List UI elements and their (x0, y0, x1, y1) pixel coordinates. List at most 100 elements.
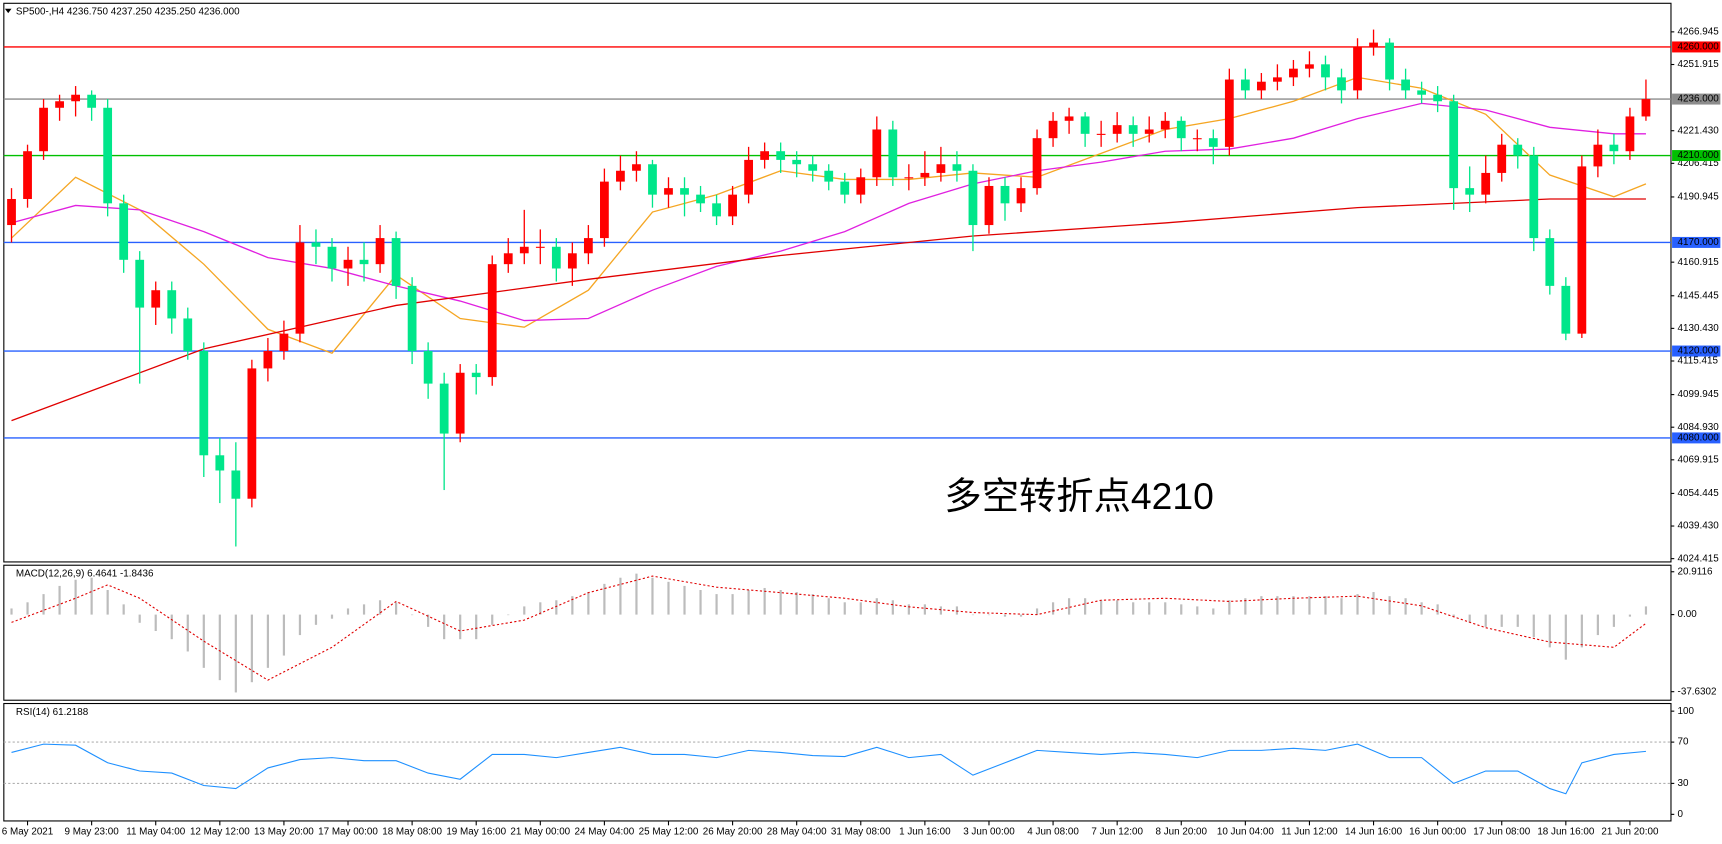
candle-body (792, 159, 802, 165)
macd-histogram-bar (715, 594, 718, 615)
macd-histogram-bar (555, 600, 558, 615)
candle-body (648, 164, 657, 195)
rsi-line (11, 743, 1647, 795)
candle-body (1625, 116, 1635, 152)
macd-histogram-bar (282, 614, 286, 656)
y-tick-label: 100 (1678, 706, 1695, 717)
panel-frame (3, 564, 1672, 701)
macd-histogram-bar (1500, 614, 1503, 627)
macd-histogram-bar (1580, 614, 1583, 648)
candle-body (151, 290, 161, 308)
candle-body (295, 242, 305, 334)
candle-body (487, 264, 497, 378)
macd-histogram-bar (507, 614, 510, 616)
x-tick-label: 7 Jun 12:00 (1091, 827, 1143, 838)
candle-body (551, 246, 561, 269)
candle-body (1465, 188, 1475, 195)
candle-body (423, 351, 433, 384)
candle-body (1016, 188, 1026, 204)
candle-body (583, 238, 593, 254)
macd-histogram-bar (1067, 598, 1071, 615)
macd-histogram-bar (795, 592, 798, 615)
macd-histogram-bar (1276, 596, 1279, 615)
y-tick-label: 4054.445 (1678, 488, 1720, 499)
macd-histogram-bar (651, 577, 654, 615)
candle-body (1337, 77, 1346, 91)
level-price-label: 4080.000 (1678, 433, 1720, 444)
candle-body (664, 188, 673, 195)
macd-histogram-bar (1404, 598, 1407, 615)
candle-body (343, 259, 353, 269)
candle-body (1273, 77, 1282, 82)
candle-body (1561, 285, 1571, 334)
candle-body (760, 151, 770, 160)
macd-histogram-bar (491, 614, 494, 625)
x-tick-label: 16 Jun 00:00 (1409, 827, 1467, 838)
candle-body (231, 470, 241, 499)
candle-body (535, 246, 545, 248)
macd-histogram-bar (1035, 608, 1039, 615)
candle-body (103, 107, 113, 204)
macd-histogram-bar (1132, 602, 1135, 615)
y-tick-label: 20.9116 (1678, 566, 1713, 577)
candle-body (1112, 125, 1122, 134)
candle-body (23, 151, 32, 199)
candle-body (1545, 238, 1555, 286)
candle-body (311, 242, 321, 247)
macd-histogram-bar (1100, 600, 1103, 615)
candle-body (135, 259, 145, 308)
x-tick-label: 21 Jun 20:00 (1601, 827, 1659, 838)
y-tick-label: 4099.945 (1678, 389, 1720, 400)
macd-histogram-bar (1019, 614, 1023, 617)
macd-histogram-bar (1372, 592, 1375, 615)
macd-histogram-bar (330, 614, 334, 619)
macd-histogram-bar (1356, 594, 1359, 615)
macd-histogram-bar (1628, 614, 1632, 617)
macd-histogram-bar (875, 598, 878, 615)
level-price-box (1672, 41, 1721, 53)
candle-body (87, 94, 97, 108)
x-tick-label: 12 May 12:00 (190, 827, 250, 838)
macd-histogram-bar (1468, 614, 1471, 623)
candle-body (872, 129, 882, 178)
macd-histogram-bar (1308, 596, 1311, 615)
candle-body (375, 238, 385, 265)
panel-frame (3, 2, 1672, 563)
candle-body (1064, 116, 1074, 121)
macd-histogram-bar (1180, 604, 1183, 615)
x-tick-label: 4 Jun 08:00 (1027, 827, 1079, 838)
macd-histogram-bar (763, 587, 766, 615)
candle-body (616, 170, 625, 182)
macd-histogram-bar (619, 577, 622, 615)
y-tick-label: 0 (1678, 809, 1684, 820)
level-price-label: 4236.000 (1678, 94, 1720, 105)
candle-body (776, 151, 786, 160)
macd-histogram-bar (1324, 596, 1327, 615)
collapse-arrow[interactable] (4, 8, 12, 14)
x-tick-label: 8 Jun 20:00 (1155, 827, 1207, 838)
candle-body (1609, 144, 1619, 152)
macd-histogram-bar (667, 581, 670, 615)
candle-body (1321, 64, 1330, 78)
macd-histogram-bar (459, 614, 462, 640)
y-tick-label: 4039.430 (1678, 521, 1720, 532)
level-price-box (1672, 236, 1721, 248)
macd-histogram-bar (1260, 596, 1263, 615)
x-tick-label: 13 May 20:00 (254, 827, 314, 838)
candle-body (904, 177, 914, 179)
macd-histogram-bar (1548, 614, 1551, 648)
macd-histogram-bar (106, 590, 109, 615)
level-price-label: 4120.000 (1678, 346, 1720, 357)
macd-histogram-bar (539, 602, 542, 615)
macd-histogram-bar (1148, 602, 1151, 615)
macd-histogram-bar (1228, 600, 1231, 615)
x-tick-label: 10 Jun 04:00 (1217, 827, 1275, 838)
candle-body (263, 351, 273, 369)
x-tick-label: 28 May 04:00 (767, 827, 827, 838)
macd-histogram-bar (411, 614, 414, 616)
candle-body (71, 94, 80, 102)
candle-body (1080, 116, 1090, 134)
candle-body (1417, 90, 1427, 95)
